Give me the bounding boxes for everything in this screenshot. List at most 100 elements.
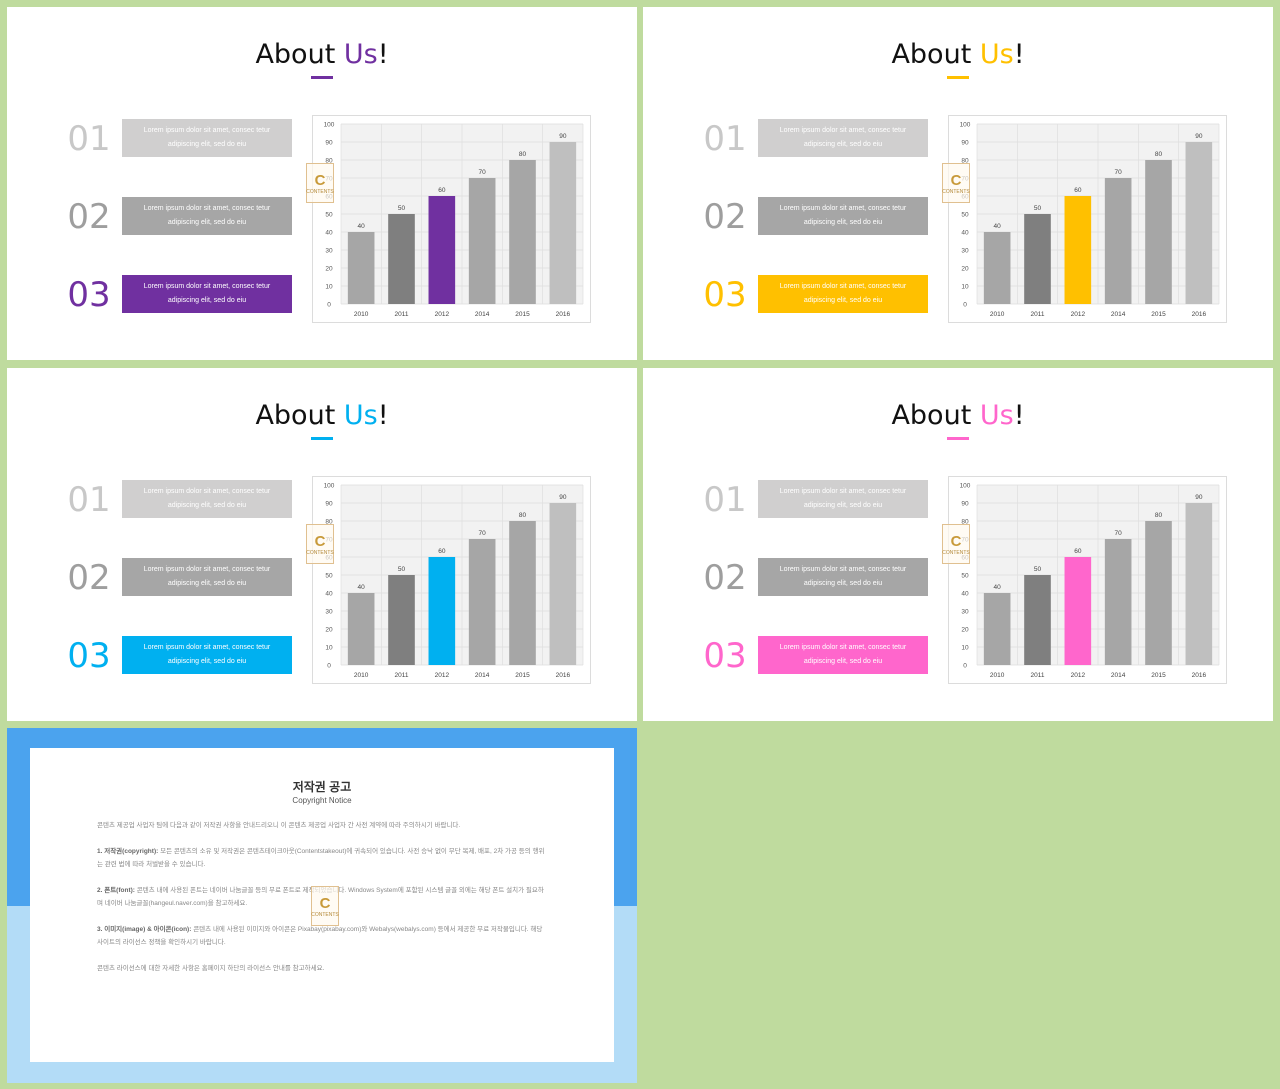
item-number-03: 03 [703, 275, 747, 315]
title-underline [311, 437, 333, 440]
x-tick-label: 2015 [1151, 311, 1166, 318]
data-label-2011: 50 [398, 205, 406, 212]
x-tick-label: 2010 [990, 672, 1005, 679]
item-number-01: 01 [703, 119, 747, 159]
y-tick-label: 10 [961, 645, 969, 652]
data-label-2010: 40 [358, 223, 366, 230]
bar-2015 [509, 160, 536, 304]
slide-title: About Us! [891, 39, 1025, 70]
y-tick-label: 90 [961, 140, 969, 147]
watermark-stamp: C CONTENTS [306, 524, 334, 564]
bar-chart-svg: 0102030405060708090100402010502011602012… [960, 122, 1220, 318]
title-highlight: Us [343, 39, 378, 70]
x-tick-label: 2016 [556, 672, 571, 679]
notice-title: 저작권 공고 [292, 780, 352, 794]
bar-chart: 0102030405060708090100402010502011602012… [948, 115, 1227, 323]
x-tick-label: 2015 [1151, 672, 1166, 679]
bar-2014 [1104, 178, 1132, 304]
bar-2016 [1185, 142, 1213, 304]
y-tick-label: 80 [325, 519, 333, 526]
title-underline [947, 76, 969, 79]
notice-section-3: 3. 이미지(image) & 아이콘(icon): 콘텐츠 내에 사용된 이미… [97, 926, 543, 946]
slide-title: About Us! [891, 400, 1025, 431]
bar-2010 [347, 232, 375, 304]
bar-2012 [428, 557, 456, 665]
data-label-2016: 90 [559, 494, 567, 501]
stamp-letter: C [950, 171, 962, 189]
y-tick-label: 20 [961, 266, 969, 273]
bar-2015 [1145, 160, 1172, 304]
data-label-2010: 40 [994, 584, 1002, 591]
stamp-letter: C [314, 532, 326, 550]
data-label-2014: 70 [479, 530, 487, 537]
y-tick-label: 90 [325, 501, 333, 508]
y-tick-label: 20 [325, 266, 333, 273]
y-tick-label: 90 [325, 140, 333, 147]
y-tick-label: 30 [325, 248, 333, 255]
x-tick-label: 2012 [435, 672, 450, 679]
bar-2010 [347, 593, 375, 665]
title-highlight: Us [979, 39, 1014, 70]
bar-2011 [1024, 214, 1051, 304]
item-box-02: Lorem ipsum dolor sit amet, consec tetur… [122, 558, 292, 596]
item-number-01: 01 [67, 480, 111, 520]
data-label-2016: 90 [1195, 494, 1203, 501]
bar-2010 [983, 232, 1011, 304]
bar-2012 [1064, 196, 1092, 304]
y-tick-label: 100 [324, 483, 335, 490]
data-label-2015: 80 [1155, 151, 1163, 158]
item-number-02: 02 [67, 558, 111, 598]
bar-2011 [1024, 575, 1051, 665]
item-box-02: Lorem ipsum dolor sit amet, consec tetur… [758, 558, 928, 596]
slide-title: About Us! [255, 39, 389, 70]
bar-2016 [549, 503, 577, 665]
bar-2015 [1145, 521, 1172, 665]
item-box-03: Lorem ipsum dolor sit amet, consec tetur… [122, 636, 292, 674]
slide-yellow: About Us! 01 Lorem ipsum dolor sit amet,… [643, 7, 1273, 360]
stamp-letter: C [950, 532, 962, 550]
bar-chart-svg: 0102030405060708090100402010502011602012… [324, 122, 584, 318]
notice-intro: 콘텐츠 제공업 사업자 팀에 다음과 같이 저작권 사항을 안내드리오니 이 콘… [97, 822, 461, 829]
stamp-caption: CONTENTS [942, 549, 970, 556]
x-tick-label: 2010 [990, 311, 1005, 318]
item-number-03: 03 [703, 636, 747, 676]
y-tick-label: 50 [325, 212, 333, 219]
x-tick-label: 2015 [515, 672, 530, 679]
y-tick-label: 40 [325, 230, 333, 237]
y-tick-label: 0 [963, 663, 967, 670]
x-tick-label: 2016 [556, 311, 571, 318]
x-tick-label: 2012 [1071, 672, 1086, 679]
stamp-caption: CONTENTS [306, 549, 334, 556]
bar-2014 [1104, 539, 1132, 665]
item-box-03: Lorem ipsum dolor sit amet, consec tetur… [122, 275, 292, 313]
slide-title: About Us! [255, 400, 389, 431]
y-tick-label: 20 [961, 627, 969, 634]
y-tick-label: 30 [961, 609, 969, 616]
x-tick-label: 2012 [1071, 311, 1086, 318]
x-tick-label: 2011 [395, 672, 409, 679]
x-tick-label: 2014 [475, 672, 490, 679]
title-underline [311, 76, 333, 79]
y-tick-label: 100 [324, 122, 335, 129]
watermark-stamp: C CONTENTS [306, 163, 334, 203]
data-label-2012: 60 [1074, 548, 1082, 555]
item-number-03: 03 [67, 275, 111, 315]
stamp-caption: CONTENTS [306, 188, 334, 195]
x-tick-label: 2010 [354, 311, 369, 318]
x-tick-label: 2012 [435, 311, 450, 318]
item-number-02: 02 [703, 197, 747, 237]
y-tick-label: 0 [327, 663, 331, 670]
item-number-01: 01 [67, 119, 111, 159]
data-label-2016: 90 [1195, 133, 1203, 140]
item-box-01: Lorem ipsum dolor sit amet, consec tetur… [758, 119, 928, 157]
y-tick-label: 80 [325, 158, 333, 165]
x-tick-label: 2016 [1192, 672, 1207, 679]
bar-chart: 0102030405060708090100402010502011602012… [312, 476, 591, 684]
bar-chart-svg: 0102030405060708090100402010502011602012… [960, 483, 1220, 679]
x-tick-label: 2011 [395, 311, 409, 318]
y-tick-label: 90 [961, 501, 969, 508]
item-box-02: Lorem ipsum dolor sit amet, consec tetur… [758, 197, 928, 235]
slide-pink: About Us! 01 Lorem ipsum dolor sit amet,… [643, 368, 1273, 721]
bar-chart-svg: 0102030405060708090100402010502011602012… [324, 483, 584, 679]
bar-2016 [549, 142, 577, 304]
